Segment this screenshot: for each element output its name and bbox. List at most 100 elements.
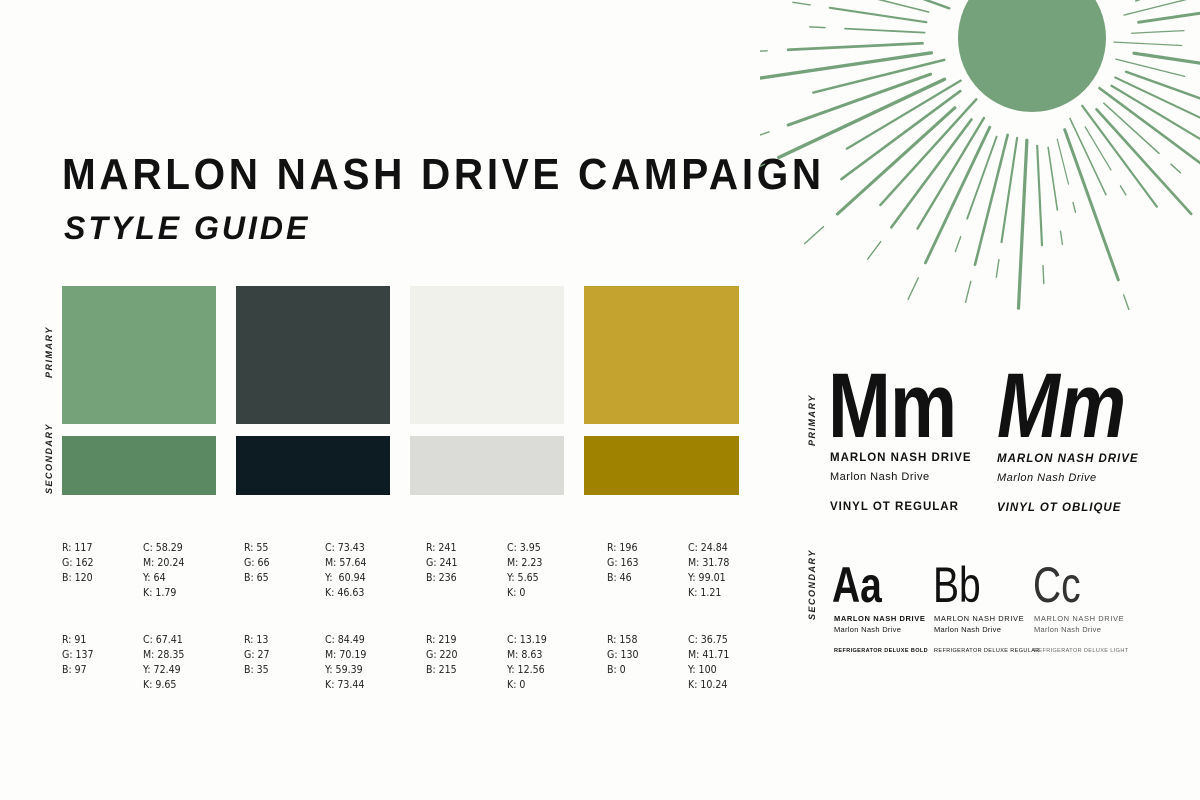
sun-ray bbox=[966, 135, 998, 220]
type-primary-label: PRIMARY bbox=[807, 394, 817, 446]
type-regular-fontname: VINYL OT REGULAR bbox=[830, 501, 959, 513]
secondary-green-cmyk: C: 67.41 M: 28.35 Y: 72.49 K: 9.65 bbox=[143, 634, 185, 691]
type-bold-fontname: REFRIGERATOR DELUXE BOLD bbox=[834, 648, 929, 654]
sun-ray bbox=[1069, 117, 1107, 196]
type-sample-vinyl-oblique: Mm bbox=[997, 355, 1126, 457]
sun-ray bbox=[1084, 126, 1112, 171]
secondary-green-rgb: R: 91 G: 137 B: 97 bbox=[62, 634, 94, 676]
swatch-secondary-charcoal bbox=[236, 436, 390, 495]
type-oblique-mixed: Marlon Nash Drive bbox=[997, 472, 1097, 484]
primary-green-cmyk: C: 58.29 M: 20.24 Y: 64 K: 1.79 bbox=[143, 542, 185, 599]
sun-ray-dash bbox=[866, 240, 882, 260]
sun-ray bbox=[877, 0, 930, 13]
sun-ray bbox=[1036, 144, 1044, 247]
sun-ray bbox=[786, 72, 933, 127]
type-light-mixed: Marlon Nash Drive bbox=[1034, 625, 1102, 634]
secondary-charcoal-cmyk: C: 84.49 M: 70.19 Y: 59.39 K: 73.44 bbox=[325, 634, 367, 691]
sun-ray bbox=[1131, 30, 1185, 34]
primary-charcoal-rgb: R: 55 G: 66 B: 65 bbox=[244, 542, 270, 584]
type-sample-refrigerator-bold: Aa bbox=[832, 557, 882, 613]
sun-ray bbox=[845, 79, 962, 150]
type-sample-refrigerator-regular: Bb bbox=[933, 557, 981, 613]
sun-ray bbox=[916, 116, 986, 230]
swatch-primary-green bbox=[62, 286, 216, 424]
secondary-gold-cmyk: C: 36.75 M: 41.71 Y: 100 K: 10.24 bbox=[688, 634, 730, 691]
sun-circle bbox=[958, 0, 1106, 112]
sun-ray-dash bbox=[1072, 201, 1077, 213]
secondary-row-label: SECONDARY bbox=[44, 423, 54, 494]
sun-ray-dash bbox=[995, 258, 1000, 278]
sun-ray bbox=[1132, 51, 1200, 65]
sun-ray-dash bbox=[964, 280, 972, 303]
sun-ray bbox=[760, 51, 933, 80]
sun-ray bbox=[1110, 84, 1200, 141]
sun-ray bbox=[922, 0, 951, 10]
secondary-gold-rgb: R: 158 G: 130 B: 0 bbox=[607, 634, 639, 676]
sun-ray bbox=[1114, 76, 1200, 119]
sun-ray-dash bbox=[760, 50, 768, 52]
sun-ray-dash bbox=[1122, 294, 1130, 310]
secondary-charcoal-rgb: R: 13 G: 27 B: 35 bbox=[244, 634, 270, 676]
sun-illustration bbox=[760, 0, 1200, 310]
sun-ray-dash bbox=[954, 235, 962, 253]
type-light-fontname: REFRIGERATOR DELUXE LIGHT bbox=[1034, 648, 1129, 654]
sun-ray bbox=[786, 41, 924, 52]
sun-ray bbox=[828, 6, 928, 24]
primary-cream-rgb: R: 241 G: 241 B: 236 bbox=[426, 542, 458, 584]
sun-ray bbox=[1056, 138, 1070, 185]
sun-ray bbox=[973, 133, 1009, 266]
type-regular2-upper: MARLON NASH DRIVE bbox=[934, 614, 1025, 623]
swatch-primary-charcoal bbox=[236, 286, 390, 424]
sun-ray bbox=[1103, 102, 1160, 155]
sun-ray bbox=[1123, 0, 1188, 16]
type-regular2-fontname: REFRIGERATOR DELUXE REGULAR bbox=[934, 648, 1040, 654]
swatch-primary-cream bbox=[410, 286, 564, 424]
sun-ray-dash bbox=[760, 163, 766, 168]
sun-ray bbox=[1063, 128, 1120, 282]
type-bold-mixed: Marlon Nash Drive bbox=[834, 625, 902, 634]
type-secondary-label: SECONDARY bbox=[807, 549, 817, 620]
sun-ray bbox=[889, 118, 973, 229]
primary-gold-rgb: R: 196 G: 163 B: 46 bbox=[607, 542, 639, 584]
sun-ray-dash bbox=[803, 225, 825, 245]
type-regular2-mixed: Marlon Nash Drive bbox=[934, 625, 1002, 634]
swatch-secondary-green bbox=[62, 436, 216, 495]
swatch-primary-gold bbox=[584, 286, 739, 424]
primary-green-rgb: R: 117 G: 162 B: 120 bbox=[62, 542, 94, 584]
sun-ray bbox=[1047, 146, 1059, 211]
sun-ray bbox=[923, 125, 992, 265]
sun-ray bbox=[812, 58, 946, 94]
page-title: MARLON NASH DRIVE CAMPAIGN bbox=[62, 150, 825, 199]
type-bold-upper: MARLON NASH DRIVE bbox=[834, 614, 926, 623]
type-regular-upper: MARLON NASH DRIVE bbox=[830, 452, 972, 464]
sun-ray bbox=[879, 98, 978, 207]
sun-ray bbox=[1124, 70, 1200, 100]
page-subtitle: STYLE GUIDE bbox=[64, 210, 311, 246]
sun-ray-dash bbox=[907, 277, 919, 301]
type-sample-vinyl-regular: Mm bbox=[828, 355, 957, 457]
swatch-secondary-cream bbox=[410, 436, 564, 495]
type-regular-mixed: Marlon Nash Drive bbox=[830, 471, 930, 483]
type-oblique-upper: MARLON NASH DRIVE bbox=[997, 453, 1139, 465]
type-light-upper: MARLON NASH DRIVE bbox=[1034, 614, 1125, 623]
sun-ray bbox=[844, 27, 926, 34]
primary-gold-cmyk: C: 24.84 M: 31.78 Y: 99.01 K: 1.21 bbox=[688, 542, 730, 599]
type-sample-refrigerator-light: Cc bbox=[1033, 557, 1081, 613]
sun-ray bbox=[777, 77, 947, 160]
secondary-cream-rgb: R: 219 G: 220 B: 215 bbox=[426, 634, 458, 676]
sun-ray-dash bbox=[760, 131, 770, 136]
type-oblique-fontname: VINYL OT OBLIQUE bbox=[997, 502, 1122, 514]
sun-ray bbox=[1000, 136, 1019, 244]
sun-ray-dash bbox=[1042, 264, 1045, 285]
sun-ray bbox=[1016, 138, 1029, 310]
primary-cream-cmyk: C: 3.95 M: 2.23 Y: 5.65 K: 0 bbox=[507, 542, 543, 599]
primary-row-label: PRIMARY bbox=[44, 326, 54, 378]
sun-ray-dash bbox=[809, 26, 826, 29]
sun-ray-dash bbox=[1170, 163, 1182, 174]
secondary-cream-cmyk: C: 13.19 M: 8.63 Y: 12.56 K: 0 bbox=[507, 634, 547, 691]
sun-ray-dash bbox=[1119, 185, 1127, 196]
sun-ray bbox=[1113, 41, 1183, 47]
sun-ray bbox=[835, 106, 957, 216]
sun-ray bbox=[1137, 11, 1200, 24]
primary-charcoal-cmyk: C: 73.43 M: 57.64 Y: 60.94 K: 46.63 bbox=[325, 542, 367, 599]
